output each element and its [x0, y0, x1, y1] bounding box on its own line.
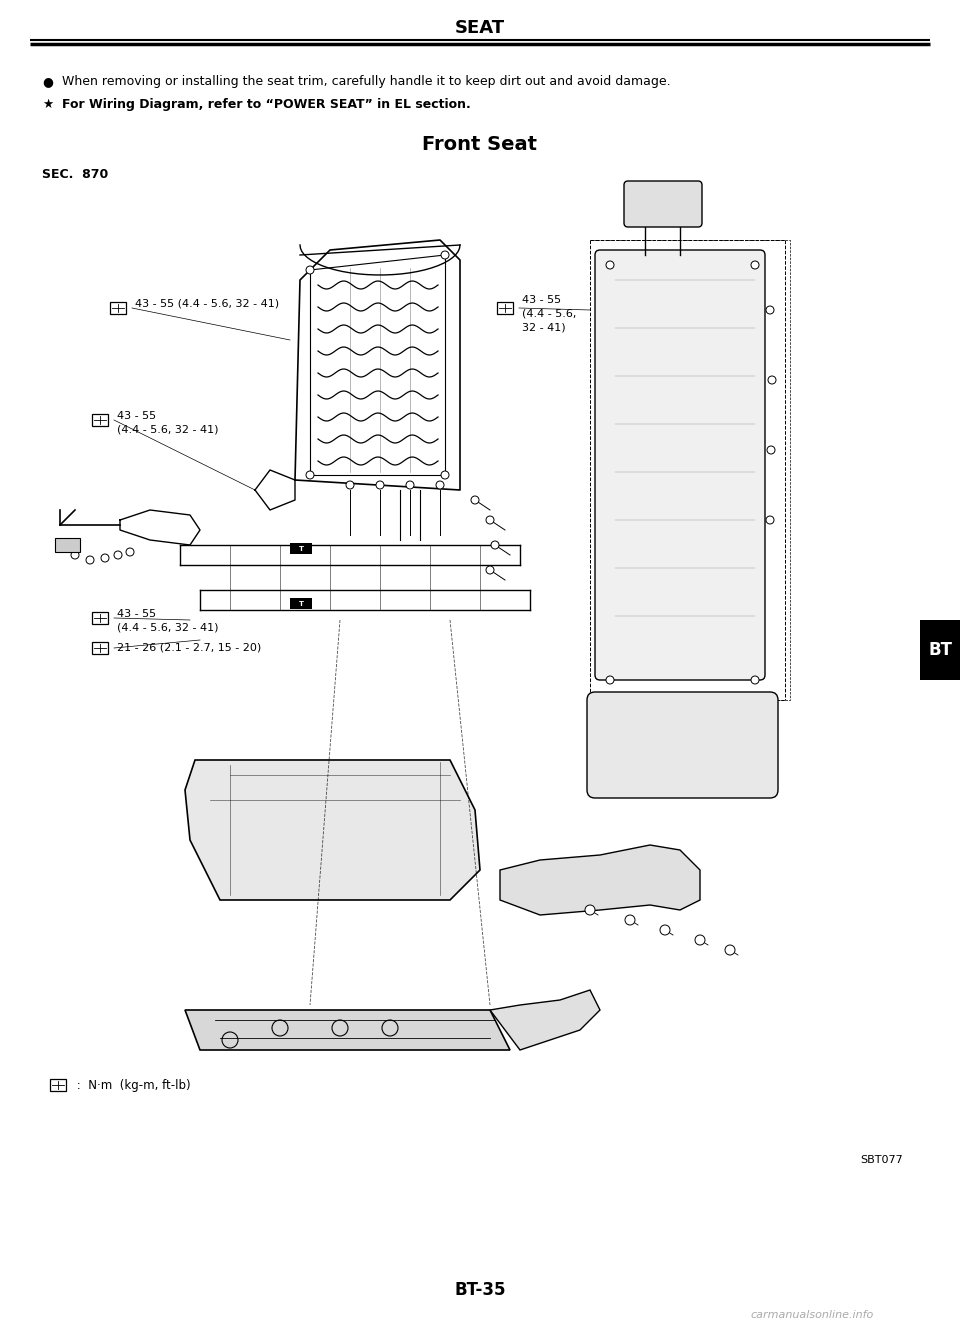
FancyBboxPatch shape [595, 250, 765, 681]
Text: 43 - 55: 43 - 55 [522, 294, 562, 305]
Text: 21 - 26 (2.1 - 2.7, 15 - 20): 21 - 26 (2.1 - 2.7, 15 - 20) [117, 643, 261, 653]
Text: (4.4 - 5.6,: (4.4 - 5.6, [522, 309, 576, 318]
Text: ★: ★ [42, 99, 53, 111]
FancyBboxPatch shape [587, 693, 778, 798]
Circle shape [751, 261, 759, 269]
Circle shape [585, 904, 595, 915]
Circle shape [436, 481, 444, 489]
Circle shape [767, 446, 775, 454]
Circle shape [625, 915, 635, 924]
Text: (4.4 - 5.6, 32 - 41): (4.4 - 5.6, 32 - 41) [117, 623, 219, 633]
Circle shape [725, 944, 735, 955]
Text: For Wiring Diagram, refer to “POWER SEAT” in EL section.: For Wiring Diagram, refer to “POWER SEAT… [62, 99, 470, 111]
Text: ●: ● [42, 75, 53, 88]
Circle shape [346, 481, 354, 489]
Circle shape [768, 376, 776, 384]
Circle shape [441, 250, 449, 258]
Text: (4.4 - 5.6, 32 - 41): (4.4 - 5.6, 32 - 41) [117, 425, 219, 436]
Circle shape [751, 677, 759, 685]
Text: T: T [299, 601, 303, 607]
Bar [55, 538, 80, 551]
Circle shape [306, 266, 314, 274]
Circle shape [486, 515, 494, 523]
Circle shape [491, 541, 499, 549]
Text: :  N·m  (kg-m, ft-lb): : N·m (kg-m, ft-lb) [73, 1079, 191, 1091]
Text: BT: BT [929, 641, 953, 659]
Text: SBT077: SBT077 [860, 1155, 902, 1166]
Bar [109, 302, 127, 314]
Text: T: T [299, 546, 303, 551]
Circle shape [766, 515, 774, 523]
Bar [290, 543, 312, 554]
Text: 43 - 55 (4.4 - 5.6, 32 - 41): 43 - 55 (4.4 - 5.6, 32 - 41) [135, 298, 279, 309]
Polygon shape [500, 844, 700, 915]
Text: Front Seat: Front Seat [422, 135, 538, 155]
Text: 43 - 55: 43 - 55 [117, 609, 156, 619]
Bar [91, 414, 108, 426]
Circle shape [441, 472, 449, 480]
Bar [496, 302, 514, 314]
FancyBboxPatch shape [624, 181, 702, 226]
Circle shape [766, 306, 774, 314]
Polygon shape [185, 761, 480, 900]
Circle shape [471, 496, 479, 503]
Bar [290, 598, 312, 609]
Text: SEAT: SEAT [455, 19, 505, 37]
Circle shape [660, 924, 670, 935]
Circle shape [486, 566, 494, 574]
Circle shape [606, 261, 614, 269]
Text: carmanualsonline.info: carmanualsonline.info [750, 1309, 874, 1320]
Bar [920, 619, 960, 681]
Circle shape [695, 935, 705, 944]
Circle shape [606, 677, 614, 685]
Bar [91, 611, 108, 625]
Polygon shape [490, 990, 600, 1050]
Text: BT-35: BT-35 [454, 1281, 506, 1299]
Bar [91, 642, 108, 654]
Text: When removing or installing the seat trim, carefully handle it to keep dirt out : When removing or installing the seat tri… [62, 75, 671, 88]
Bar [50, 1079, 66, 1091]
Circle shape [406, 481, 414, 489]
Circle shape [306, 472, 314, 480]
Text: SEC.  870: SEC. 870 [42, 168, 108, 181]
Text: 32 - 41): 32 - 41) [522, 322, 565, 333]
Circle shape [376, 481, 384, 489]
Text: 43 - 55: 43 - 55 [117, 412, 156, 421]
Polygon shape [185, 1010, 510, 1050]
